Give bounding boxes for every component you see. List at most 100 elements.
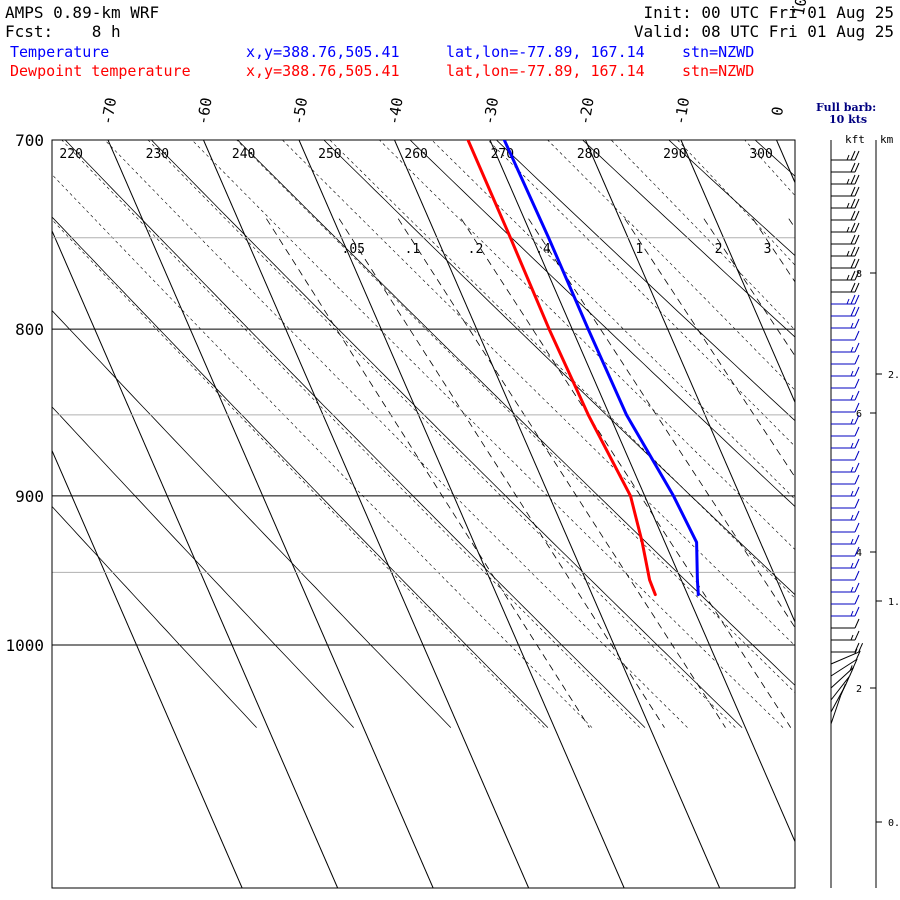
- barb-half: [849, 665, 853, 671]
- barb-full: [854, 294, 860, 305]
- barb-full: [850, 222, 856, 233]
- theta-label: 220: [59, 147, 82, 162]
- barb-full: [854, 546, 860, 557]
- barb-half: [850, 346, 854, 353]
- theta-label: 250: [318, 147, 341, 162]
- wind-barb: [831, 330, 860, 341]
- wind-barb-key-line2: 10 kts: [829, 113, 868, 126]
- barb-full: [854, 330, 860, 341]
- wind-barb: [831, 294, 860, 305]
- wind-barb: [831, 342, 860, 353]
- temperature-tick-label: -40: [384, 96, 406, 126]
- barb-staff: [830, 667, 854, 689]
- moist-adiabat-line: [281, 140, 795, 647]
- moist-adiabat-line: [547, 140, 795, 391]
- wind-barb: [831, 534, 860, 545]
- wind-barb: [831, 222, 860, 233]
- wind-barb: [831, 258, 860, 269]
- wind-barb: [830, 658, 858, 689]
- barb-half: [850, 418, 854, 425]
- barb-half: [850, 490, 854, 497]
- barb-half: [850, 538, 854, 545]
- barb-full: [854, 618, 860, 629]
- barb-full: [849, 667, 854, 677]
- kft-tick-label: 4: [856, 548, 862, 559]
- barb-full: [854, 558, 860, 569]
- barb-full: [850, 246, 856, 257]
- moist-adiabat-line: [329, 140, 795, 599]
- wind-barb: [830, 642, 864, 665]
- kft-unit-label: kft: [845, 133, 865, 146]
- mixing-ratio-label: .2: [468, 242, 484, 257]
- dry-adiabat-line: [150, 140, 743, 728]
- wind-barb: [831, 186, 860, 197]
- theta-label: 230: [146, 147, 169, 162]
- barb-full: [854, 570, 860, 581]
- barb-full: [854, 594, 860, 605]
- barb-full: [854, 246, 860, 257]
- km-tick-label: 0.: [888, 818, 900, 829]
- axis-labels: 700 800 900 1000 -70 -60 -50 -40 -30 -20 -10 0 10 220…: [5, 0, 810, 655]
- moist-adiabat-line: [236, 140, 795, 694]
- barb-full: [854, 390, 860, 401]
- isotherm-line: [52, 449, 243, 888]
- wind-barb: [831, 558, 860, 569]
- moist-adiabat-line: [104, 140, 688, 728]
- barb-full: [854, 402, 860, 413]
- temperature-xy: x,y=388.76,505.41: [246, 43, 400, 61]
- barb-half: [854, 648, 858, 654]
- wind-barb: [831, 438, 860, 449]
- moist-adiabat-line: [378, 140, 795, 551]
- barb-half: [846, 178, 850, 185]
- barb-full: [854, 306, 860, 317]
- wind-barb: [831, 282, 860, 293]
- barb-half: [850, 586, 854, 593]
- wind-barb: [831, 366, 860, 377]
- sounding-series: [466, 140, 700, 597]
- isotherm-line: [394, 140, 721, 888]
- dry-adiabat-line: [323, 140, 795, 596]
- wind-barb: [831, 498, 860, 509]
- wind-barb: [831, 306, 860, 317]
- barb-half: [850, 466, 854, 473]
- wind-barb: [831, 582, 860, 593]
- wind-barb: [831, 546, 860, 557]
- barb-full: [854, 210, 860, 221]
- wind-barb: [831, 450, 860, 461]
- dry-adiabat-line: [734, 0, 900, 728]
- isotherm-line: [107, 140, 434, 888]
- mixing-ratio-line: [788, 218, 795, 229]
- moist-adiabat-line: [61, 140, 641, 728]
- dry-adiabat-line: [52, 309, 452, 728]
- barb-half: [850, 610, 854, 617]
- mixing-ratio-line: [880, 219, 900, 728]
- barb-full: [850, 234, 856, 245]
- wind-panel: 2 4 6 8 0. 1. 2.: [830, 140, 900, 888]
- dry-adiabat-line: [817, 0, 900, 728]
- barb-full: [850, 162, 856, 173]
- temperature-tick-label: -60: [193, 96, 215, 126]
- mixing-ratio-label: .4: [535, 242, 551, 257]
- barb-full: [850, 306, 856, 317]
- wind-barb: [831, 570, 860, 581]
- barb-full: [854, 378, 860, 389]
- forecast-hour: Fcst: 8 h: [5, 22, 121, 41]
- mixing-ratio-line: [460, 218, 792, 728]
- barb-full: [854, 606, 860, 617]
- barb-full: [850, 210, 856, 221]
- barb-full: [854, 318, 860, 329]
- barb-full: [854, 642, 860, 653]
- temperature-station: stn=NZWD: [682, 43, 755, 61]
- wind-barb: [831, 414, 860, 425]
- isotherm-line: [585, 140, 795, 624]
- wind-barb: [831, 234, 860, 245]
- barb-full: [854, 582, 860, 593]
- wind-barb: [831, 246, 860, 257]
- isotherm-line: [203, 140, 530, 888]
- wind-barb: [831, 174, 860, 185]
- mixing-ratio-line: [397, 218, 726, 728]
- barb-half: [846, 154, 850, 161]
- barb-half: [846, 298, 850, 305]
- wind-barb: [831, 270, 860, 281]
